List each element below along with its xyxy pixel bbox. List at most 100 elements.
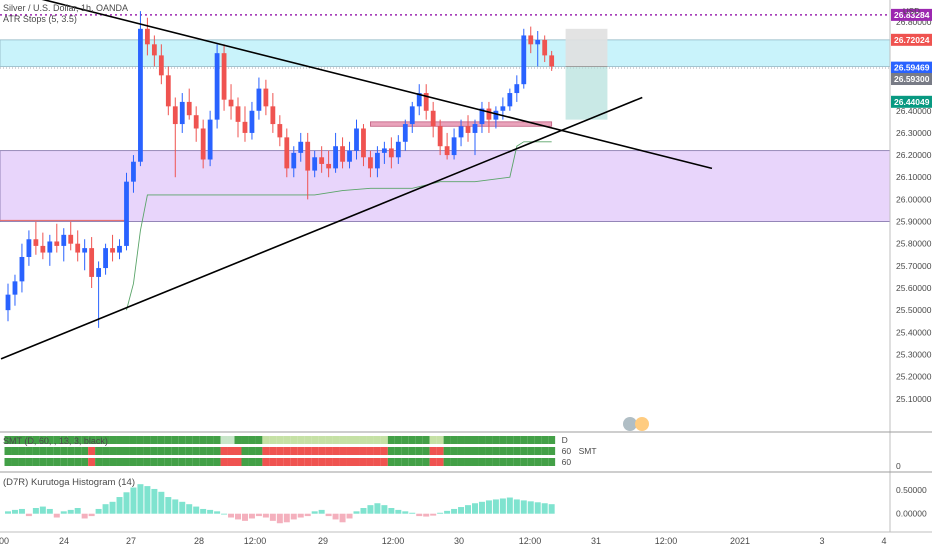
x-tick-label: 24	[59, 536, 69, 546]
smt-cell	[548, 447, 556, 455]
kurutoga-bar	[262, 513, 269, 518]
kurutoga-bar	[423, 513, 430, 517]
candle-body	[430, 110, 436, 127]
kurutoga-bar	[471, 503, 478, 514]
support-zone	[0, 150, 891, 222]
smt-cell	[297, 458, 305, 466]
smt-cell	[25, 458, 33, 466]
kurutoga-bar	[228, 513, 235, 518]
kurutoga-bar	[325, 513, 332, 517]
y-tick-label: 25.50000	[896, 305, 932, 315]
position-stop-box	[565, 28, 608, 67]
smt-cell	[429, 447, 437, 455]
kurutoga-bar	[360, 508, 367, 514]
atr-stops-legend[interactable]: ATR Stops (5, 3.5)	[3, 14, 77, 24]
candle-body	[228, 99, 234, 107]
kurutoga-bar	[346, 513, 353, 519]
smt-cell	[220, 458, 228, 466]
smt-cell	[116, 436, 123, 444]
candle-body	[82, 248, 88, 253]
kurutoga-bar	[402, 511, 409, 514]
candle-body	[395, 141, 401, 158]
smt-cell	[11, 436, 19, 444]
smt-cell	[81, 436, 89, 444]
smt-cell	[276, 447, 284, 455]
candle-body	[131, 161, 136, 182]
smt-cell	[192, 436, 200, 444]
kurutoga-bar	[179, 501, 186, 514]
kurutoga-bar	[416, 513, 423, 517]
smt-cell	[394, 458, 402, 466]
smt-cell	[513, 458, 521, 466]
symbol-title: Silver / U.S. Dollar, 1h, OANDA	[3, 3, 129, 13]
kurutoga-bar	[67, 509, 74, 514]
smt-cell	[408, 447, 416, 455]
kurutoga-bar	[53, 513, 60, 518]
smt-cell	[234, 458, 242, 466]
smt-cell	[227, 447, 235, 455]
smt-cell	[304, 436, 312, 444]
smt-cell	[283, 436, 291, 444]
candle-body	[89, 248, 95, 277]
smt-cell	[227, 458, 235, 466]
kurutoga-bar	[465, 505, 472, 514]
kurutoga-bar	[499, 498, 506, 514]
kurutoga-bar	[88, 513, 95, 517]
smt-cell	[109, 436, 117, 444]
smt-cell	[415, 436, 423, 444]
kurutoga-bar	[165, 497, 172, 514]
smt-cell	[206, 436, 214, 444]
smt-cell	[109, 447, 117, 455]
candle-body	[103, 248, 108, 269]
smt-cell	[39, 447, 47, 455]
kurutoga-bar	[221, 513, 228, 515]
smt-cell	[283, 447, 291, 455]
smt-cell	[394, 447, 402, 455]
x-tick-label: 29	[318, 536, 328, 546]
trendline-descending	[41, 0, 713, 170]
smt-cell	[394, 436, 402, 444]
price-label-bg	[891, 33, 932, 46]
smt-cell	[436, 436, 444, 444]
smt-legend[interactable]: SMT (D, 60, , 13, 3, black)	[3, 436, 108, 446]
candle-body	[138, 28, 143, 162]
smt-cell	[18, 436, 26, 444]
smt-cell	[353, 436, 360, 444]
smt-cell	[4, 458, 12, 466]
smt-cell	[248, 436, 256, 444]
x-tick-label: 28	[194, 536, 204, 546]
smt-cell	[248, 458, 256, 466]
smt-cell	[60, 447, 68, 455]
kurutoga-bar	[311, 511, 318, 514]
smt-cell	[25, 447, 33, 455]
candle-body	[319, 157, 325, 164]
candle-body	[145, 28, 150, 45]
smt-cell	[346, 458, 353, 466]
smt-cell	[102, 436, 110, 444]
smt-cell	[506, 436, 514, 444]
candle-body	[479, 108, 485, 125]
y-tick-label: 26.30000	[896, 128, 932, 138]
kurutoga-bar	[123, 492, 130, 514]
smt-cell	[429, 436, 437, 444]
kurutoga-bar	[158, 491, 165, 514]
candle-body	[117, 245, 122, 253]
smt-cell	[248, 447, 256, 455]
smt-cell	[422, 436, 430, 444]
smt-cell	[18, 458, 26, 466]
smt-cell	[346, 436, 353, 444]
smt-cell	[450, 436, 458, 444]
smt-cell	[387, 436, 395, 444]
smt-cell	[150, 458, 158, 466]
smt-cell	[443, 447, 451, 455]
smt-cell	[88, 436, 96, 444]
kurutoga-legend[interactable]: (D7R) Kurutoga Histogram (14)	[3, 477, 135, 488]
smt-cell	[380, 458, 388, 466]
kurutoga-bar	[248, 513, 255, 519]
kurutoga-bar	[269, 513, 276, 521]
y-tick-label: 26.10000	[896, 172, 932, 182]
smt-cell	[471, 447, 479, 455]
smt-cell	[81, 447, 89, 455]
kurutoga-bar	[534, 502, 541, 514]
